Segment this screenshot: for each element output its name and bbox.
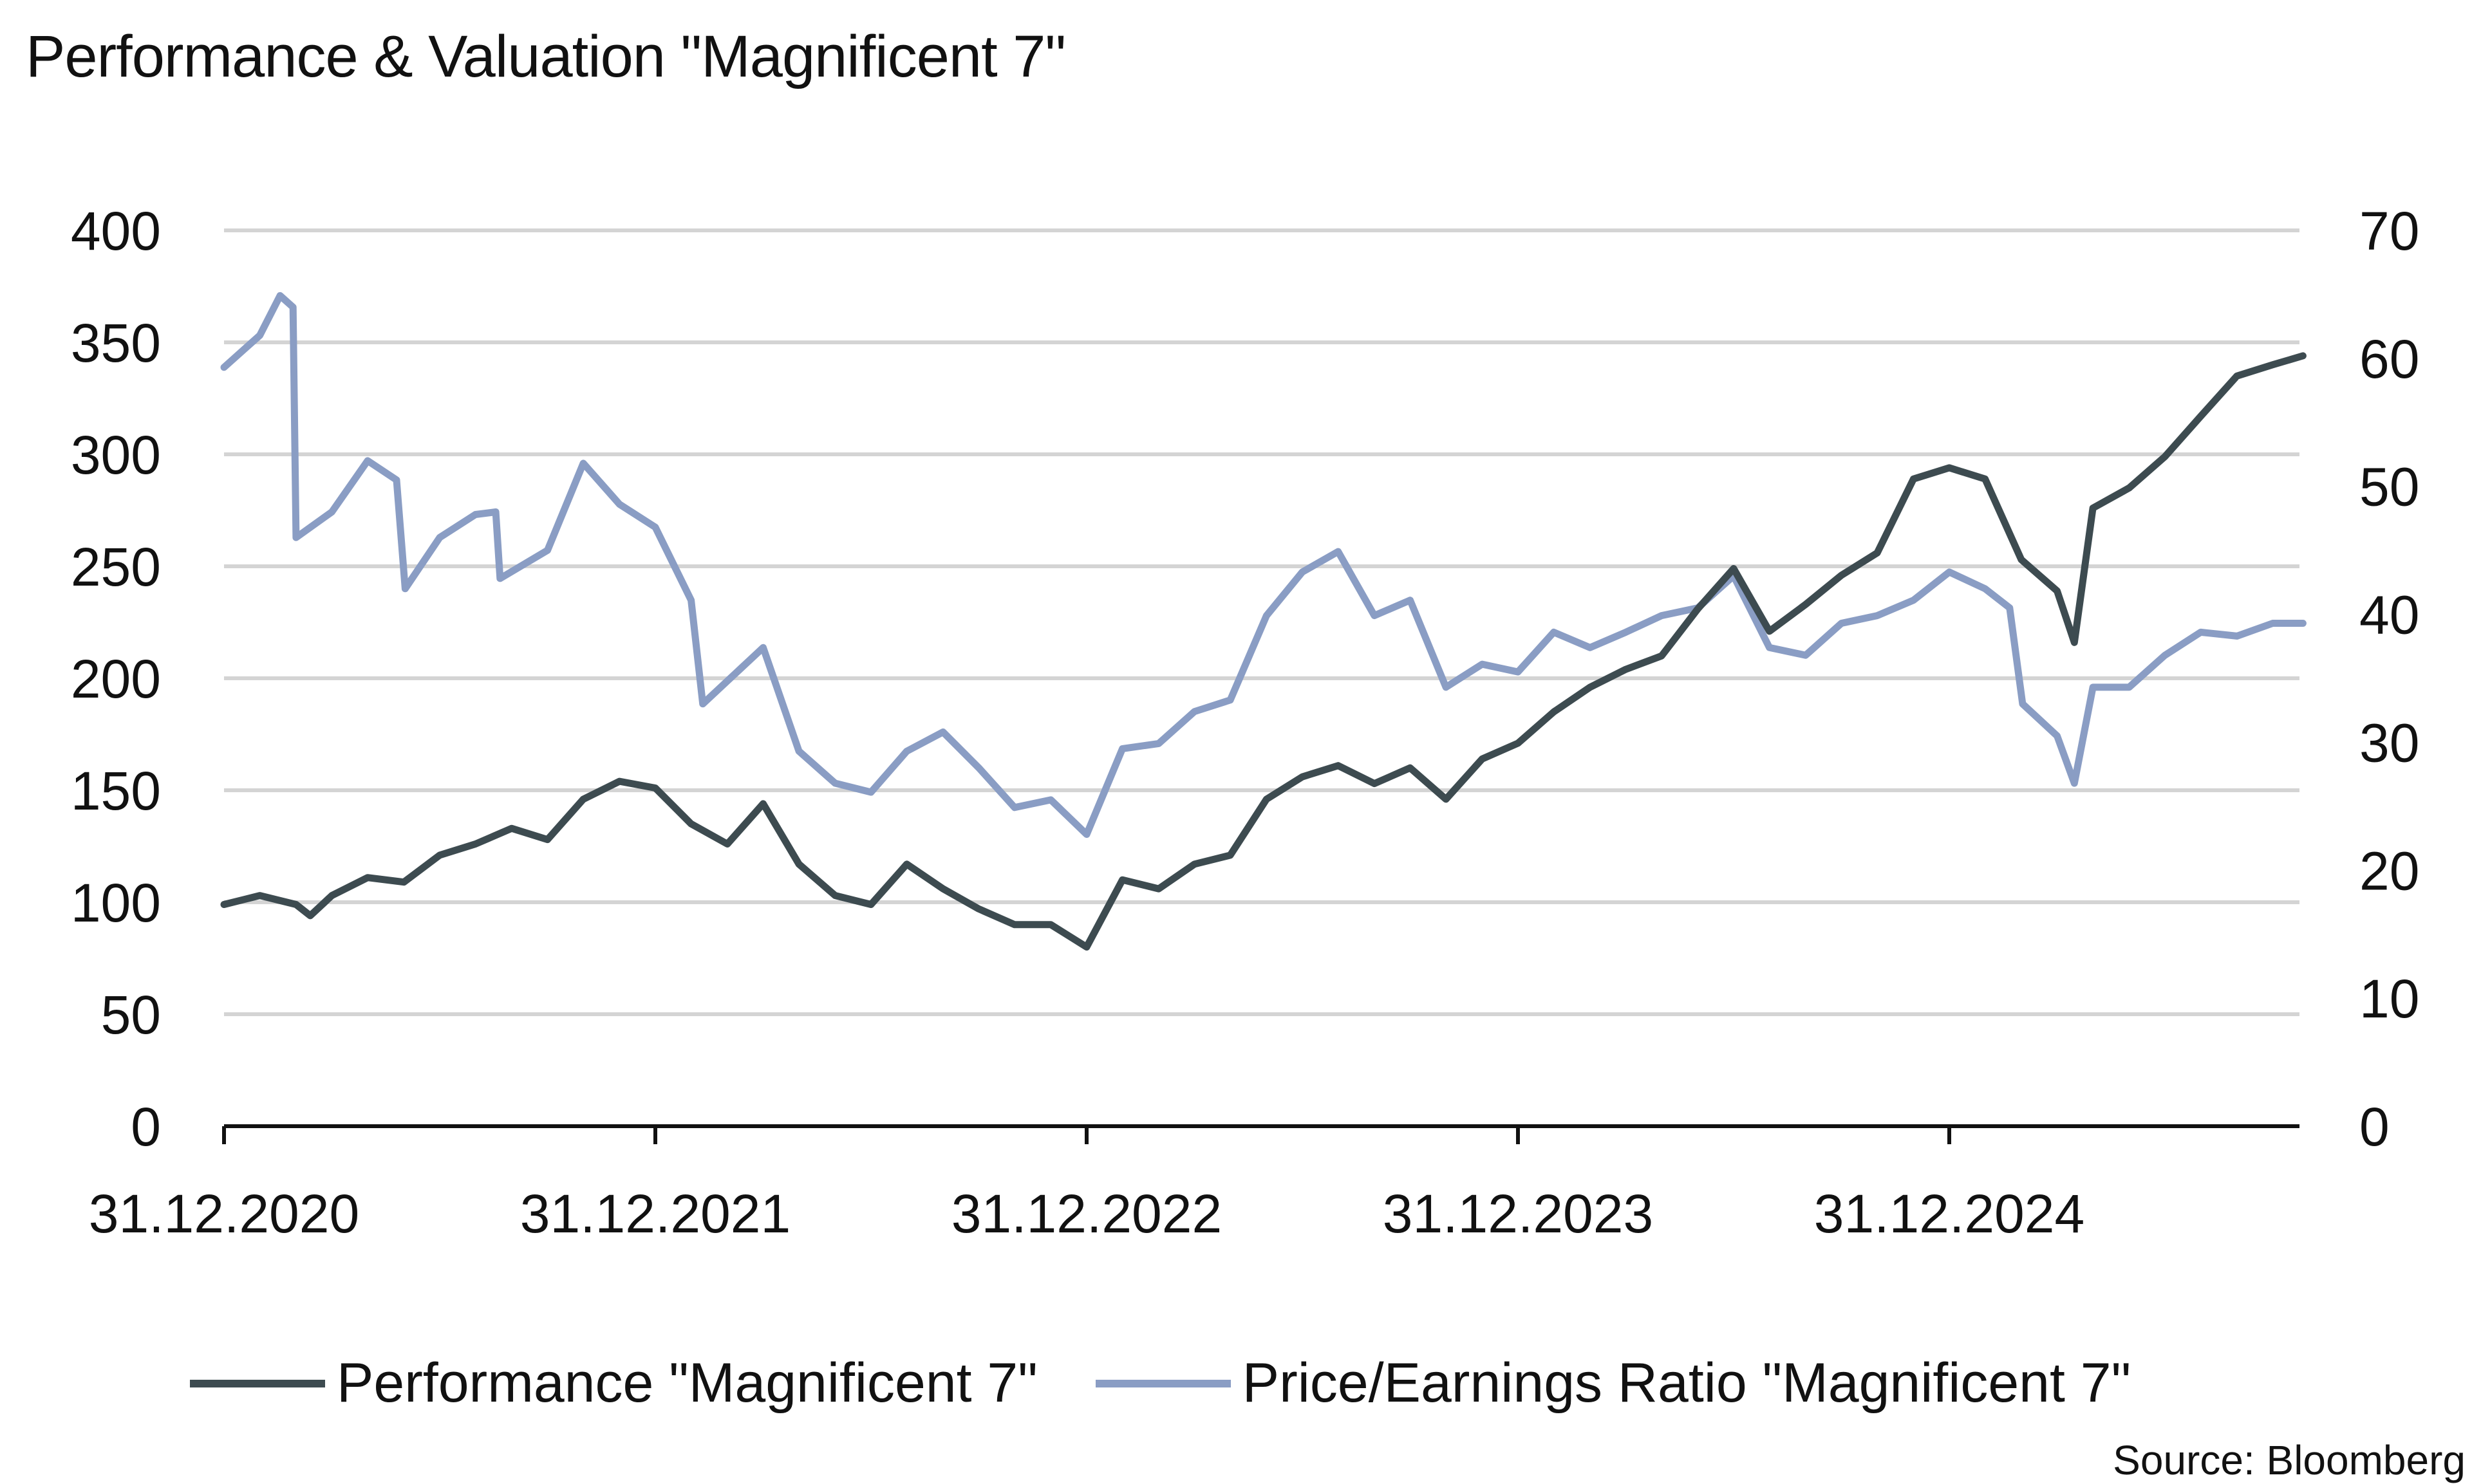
right-tick-label: 20 (2359, 840, 2419, 901)
left-axis-ticks: 0 50 100 150 200 250 300 350 400 (71, 201, 161, 1157)
x-tick-label: 31.12.2024 (1814, 1183, 2084, 1244)
left-tick-label: 350 (71, 313, 161, 373)
right-tick-label: 70 (2359, 201, 2419, 261)
right-tick-label: 10 (2359, 969, 2419, 1029)
right-tick-label: 60 (2359, 329, 2419, 389)
right-axis-ticks: 0 10 20 30 40 50 60 70 (2359, 201, 2419, 1157)
series-lines (224, 295, 2303, 947)
x-tick-label: 31.12.2022 (951, 1183, 1222, 1244)
legend-swatch-performance (190, 1380, 325, 1387)
legend-label-performance: Performance "Magnificent 7" (337, 1351, 1038, 1415)
right-tick-label: 30 (2359, 712, 2419, 773)
left-tick-label: 400 (71, 201, 161, 261)
performance-line (224, 356, 2303, 947)
legend-item-pe-ratio[interactable]: Price/Earnings Ratio "Magnificent 7" (1096, 1351, 2131, 1415)
source-note: Source: Bloomberg (2113, 1436, 2466, 1484)
legend: Performance "Magnificent 7" Price/Earnin… (190, 1351, 2189, 1415)
x-tick-label: 31.12.2021 (520, 1183, 791, 1244)
legend-item-performance[interactable]: Performance "Magnificent 7" (190, 1351, 1038, 1415)
left-tick-label: 200 (71, 649, 161, 709)
left-tick-label: 300 (71, 425, 161, 485)
left-tick-label: 50 (101, 985, 161, 1045)
left-tick-label: 250 (71, 537, 161, 597)
legend-label-pe-ratio: Price/Earnings Ratio "Magnificent 7" (1242, 1351, 2131, 1415)
right-tick-label: 40 (2359, 585, 2419, 645)
left-tick-label: 100 (71, 873, 161, 933)
right-tick-label: 50 (2359, 457, 2419, 517)
x-axis: 31.12.2020 31.12.2021 31.12.2022 31.12.2023… (89, 1126, 2299, 1244)
x-tick-label: 31.12.2023 (1383, 1183, 1653, 1244)
left-tick-label: 0 (131, 1097, 161, 1157)
legend-swatch-pe-ratio (1096, 1380, 1231, 1387)
x-tick-label: 31.12.2020 (89, 1183, 359, 1244)
left-tick-label: 150 (71, 761, 161, 821)
right-tick-label: 0 (2359, 1097, 2390, 1157)
